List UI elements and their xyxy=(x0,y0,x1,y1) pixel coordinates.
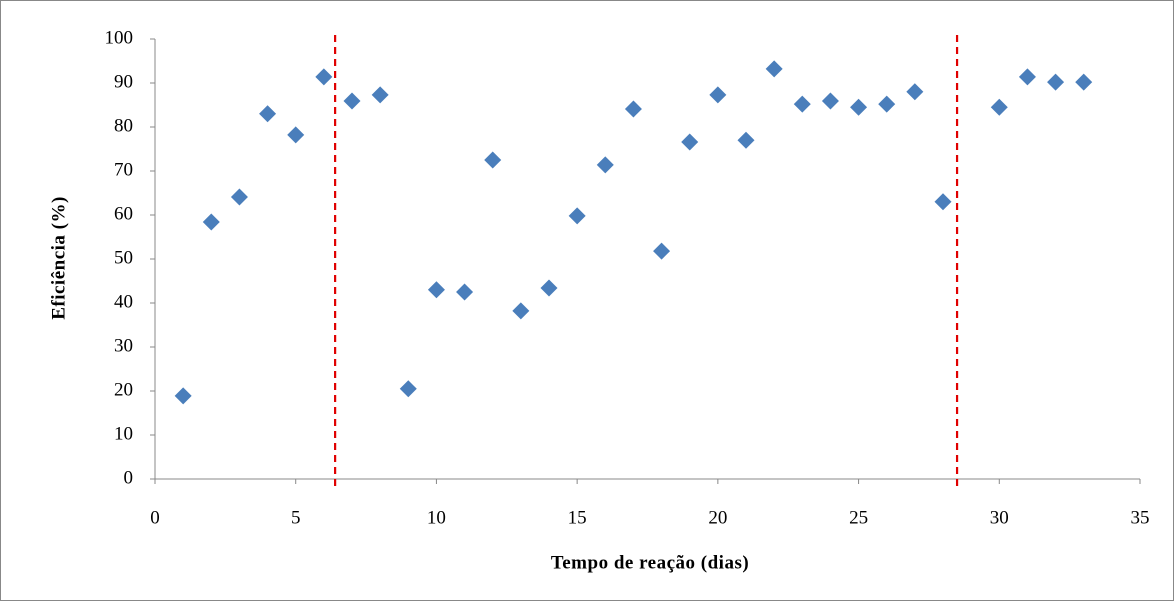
data-point xyxy=(765,60,783,78)
x-tick-label: 10 xyxy=(427,507,446,528)
x-tick-label: 15 xyxy=(568,507,587,528)
data-point xyxy=(681,133,699,151)
data-point xyxy=(202,213,220,231)
x-tick-label: 5 xyxy=(291,507,301,528)
y-tick-label: 20 xyxy=(114,379,133,400)
x-tick-label: 20 xyxy=(708,507,727,528)
y-tick-label: 90 xyxy=(114,71,133,92)
y-tick-label: 30 xyxy=(114,335,133,356)
data-point xyxy=(456,283,474,301)
data-point xyxy=(1075,73,1093,91)
x-tick-label: 0 xyxy=(150,507,160,528)
data-point xyxy=(315,68,333,86)
y-tick-label: 10 xyxy=(114,423,133,444)
data-point xyxy=(343,92,361,110)
data-point xyxy=(709,86,727,104)
data-point xyxy=(568,207,586,225)
x-tick-label: 25 xyxy=(849,507,868,528)
data-point xyxy=(653,242,671,260)
data-point xyxy=(934,193,952,211)
y-tick-label: 70 xyxy=(114,159,133,180)
y-tick-label: 100 xyxy=(105,27,134,48)
x-axis-title: Tempo de reação (dias) xyxy=(551,552,749,573)
data-point xyxy=(174,387,192,405)
data-point xyxy=(793,95,811,113)
data-point xyxy=(624,100,642,118)
data-point xyxy=(399,380,417,398)
data-point xyxy=(230,188,248,206)
y-tick-label: 0 xyxy=(124,467,134,488)
y-tick-label: 60 xyxy=(114,203,133,224)
data-point xyxy=(906,83,924,101)
data-point xyxy=(990,98,1008,116)
data-point xyxy=(737,131,755,149)
data-point xyxy=(484,151,502,169)
x-tick-label: 30 xyxy=(990,507,1009,528)
data-point xyxy=(1018,68,1036,86)
data-point xyxy=(512,302,530,320)
data-point xyxy=(287,126,305,144)
y-tick-label: 40 xyxy=(114,291,133,312)
x-tick-label: 35 xyxy=(1131,507,1150,528)
data-point xyxy=(596,156,614,174)
y-axis-title: Eficiência (%) xyxy=(48,196,69,320)
data-point xyxy=(540,279,558,297)
y-tick-label: 80 xyxy=(114,115,133,136)
data-point xyxy=(850,98,868,116)
y-tick-label: 50 xyxy=(114,247,133,268)
data-point xyxy=(878,95,896,113)
data-point xyxy=(259,105,277,123)
data-point xyxy=(1047,73,1065,91)
data-point xyxy=(371,86,389,104)
data-point xyxy=(821,92,839,110)
data-point xyxy=(427,281,445,299)
